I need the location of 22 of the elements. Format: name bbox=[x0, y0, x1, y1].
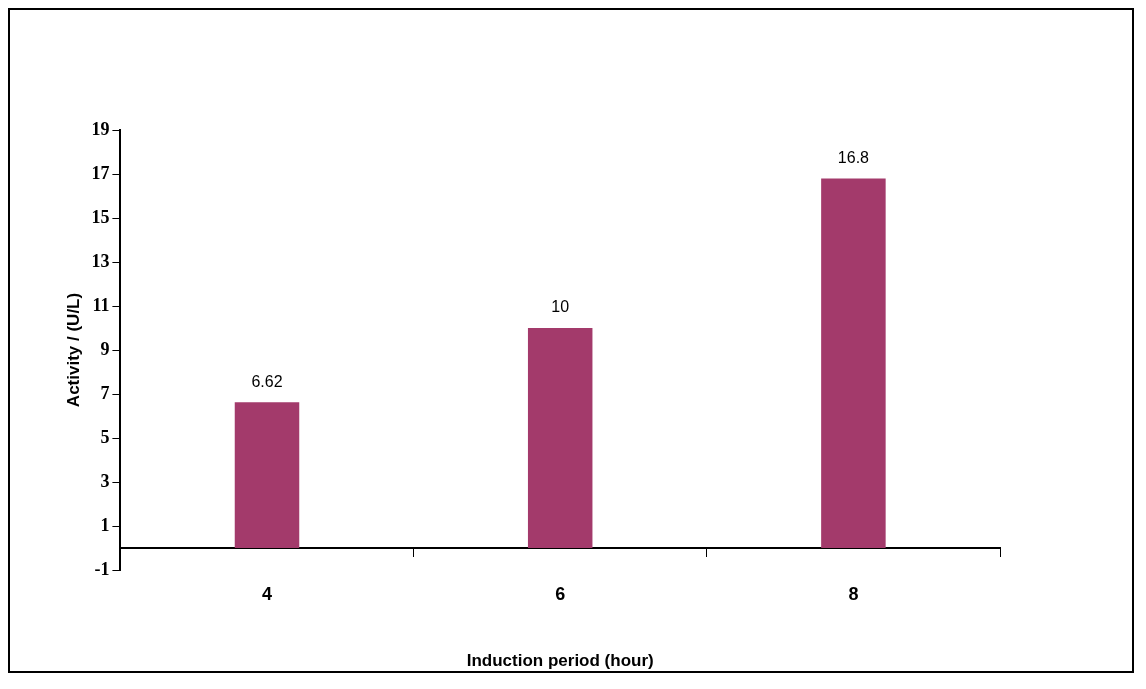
x-axis-title: Induction period (hour) bbox=[466, 651, 654, 671]
x-tick-label: 6 bbox=[555, 583, 566, 604]
y-tick-label: 15 bbox=[91, 206, 110, 227]
y-tick-label: 3 bbox=[100, 470, 110, 491]
y-tick-label: 13 bbox=[91, 250, 110, 271]
data-label: 10 bbox=[551, 298, 570, 316]
y-tick-label: 17 bbox=[91, 162, 110, 183]
y-tick-label: -1 bbox=[94, 558, 110, 579]
x-tick-label: 4 bbox=[261, 583, 273, 604]
y-tick-label: 9 bbox=[100, 338, 110, 359]
y-tick-label: 19 bbox=[91, 118, 110, 139]
y-tick-label: 11 bbox=[92, 294, 110, 315]
bar bbox=[527, 328, 593, 548]
data-label: 16.8 bbox=[837, 148, 870, 166]
y-tick-label: 7 bbox=[100, 382, 110, 403]
bar bbox=[821, 178, 886, 548]
data-label: 6.62 bbox=[251, 372, 283, 390]
y-tick-label: 1 bbox=[100, 514, 110, 535]
y-tick-label: 5 bbox=[100, 426, 110, 447]
bar bbox=[234, 402, 300, 548]
x-tick-label: 8 bbox=[848, 583, 859, 604]
y-axis-title: Activity / (U/L) bbox=[63, 292, 83, 408]
